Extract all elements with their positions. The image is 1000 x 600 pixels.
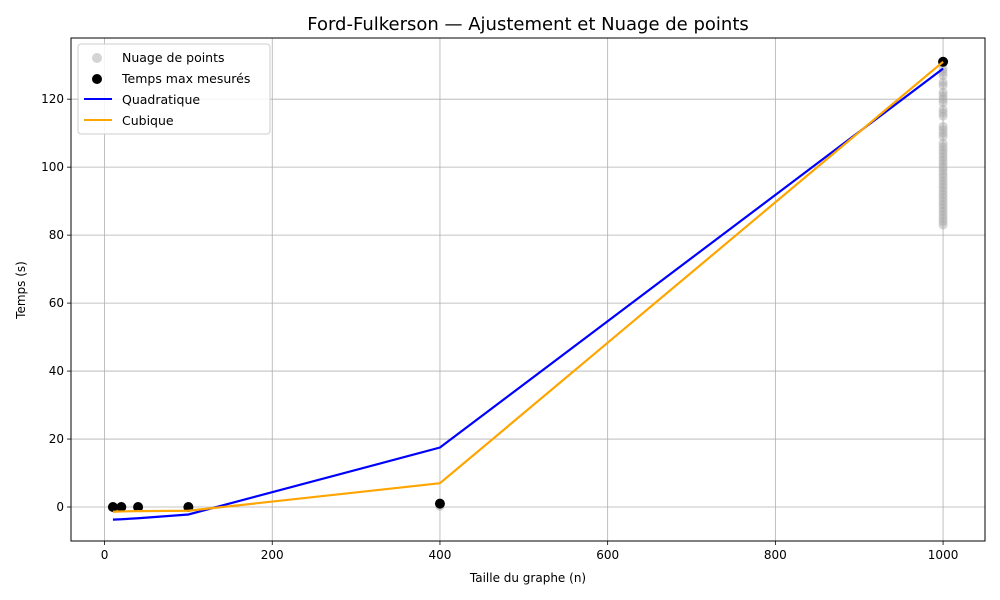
y-axis-label: Temps (s) bbox=[14, 261, 28, 320]
grid bbox=[71, 38, 985, 541]
legend-label-quadratique: Quadratique bbox=[122, 92, 200, 107]
x-tick-label: 600 bbox=[596, 548, 619, 562]
x-tick-label: 200 bbox=[261, 548, 284, 562]
axis-ticks: 0 200 400 600 800 1000 0 20 40 60 80 100 120 bbox=[41, 92, 958, 562]
max-time-point bbox=[434, 498, 445, 509]
y-tick-label: 20 bbox=[49, 432, 64, 446]
legend-label-max: Temps max mesurés bbox=[121, 71, 250, 86]
y-tick-label: 100 bbox=[41, 160, 64, 174]
x-axis-label: Taille du graphe (n) bbox=[469, 571, 586, 585]
legend-marker-max bbox=[92, 74, 102, 84]
legend-label-nuage: Nuage de points bbox=[122, 50, 225, 65]
y-tick-label: 40 bbox=[49, 364, 64, 378]
chart-title: Ford-Fulkerson — Ajustement et Nuage de … bbox=[307, 14, 749, 35]
cloud-point bbox=[938, 87, 948, 97]
x-tick-label: 800 bbox=[764, 548, 787, 562]
plot-area bbox=[107, 56, 949, 521]
plot-frame bbox=[70, 37, 986, 542]
y-tick-label: 80 bbox=[49, 228, 64, 242]
cloud-point bbox=[938, 121, 948, 131]
x-tick-label: 1000 bbox=[928, 548, 959, 562]
legend-label-cubique: Cubique bbox=[122, 113, 174, 128]
y-tick-label: 60 bbox=[49, 296, 64, 310]
max-time-point bbox=[116, 502, 127, 513]
series-line-cubique bbox=[112, 60, 944, 513]
x-tick-label: 0 bbox=[101, 548, 109, 562]
legend: Nuage de points Temps max mesurés Quadra… bbox=[77, 43, 271, 135]
cloud-point bbox=[938, 104, 948, 114]
series-1-points bbox=[107, 56, 949, 513]
max-time-point bbox=[133, 502, 144, 513]
max-time-point bbox=[107, 502, 118, 513]
legend-marker-nuage bbox=[92, 53, 102, 63]
series-line-quadratique bbox=[112, 67, 944, 521]
y-tick-label: 0 bbox=[56, 500, 64, 514]
cloud-point bbox=[938, 138, 948, 148]
x-tick-label: 400 bbox=[429, 548, 452, 562]
legend-box bbox=[77, 43, 271, 135]
y-tick-label: 120 bbox=[41, 92, 64, 106]
cloud-point bbox=[938, 77, 948, 87]
